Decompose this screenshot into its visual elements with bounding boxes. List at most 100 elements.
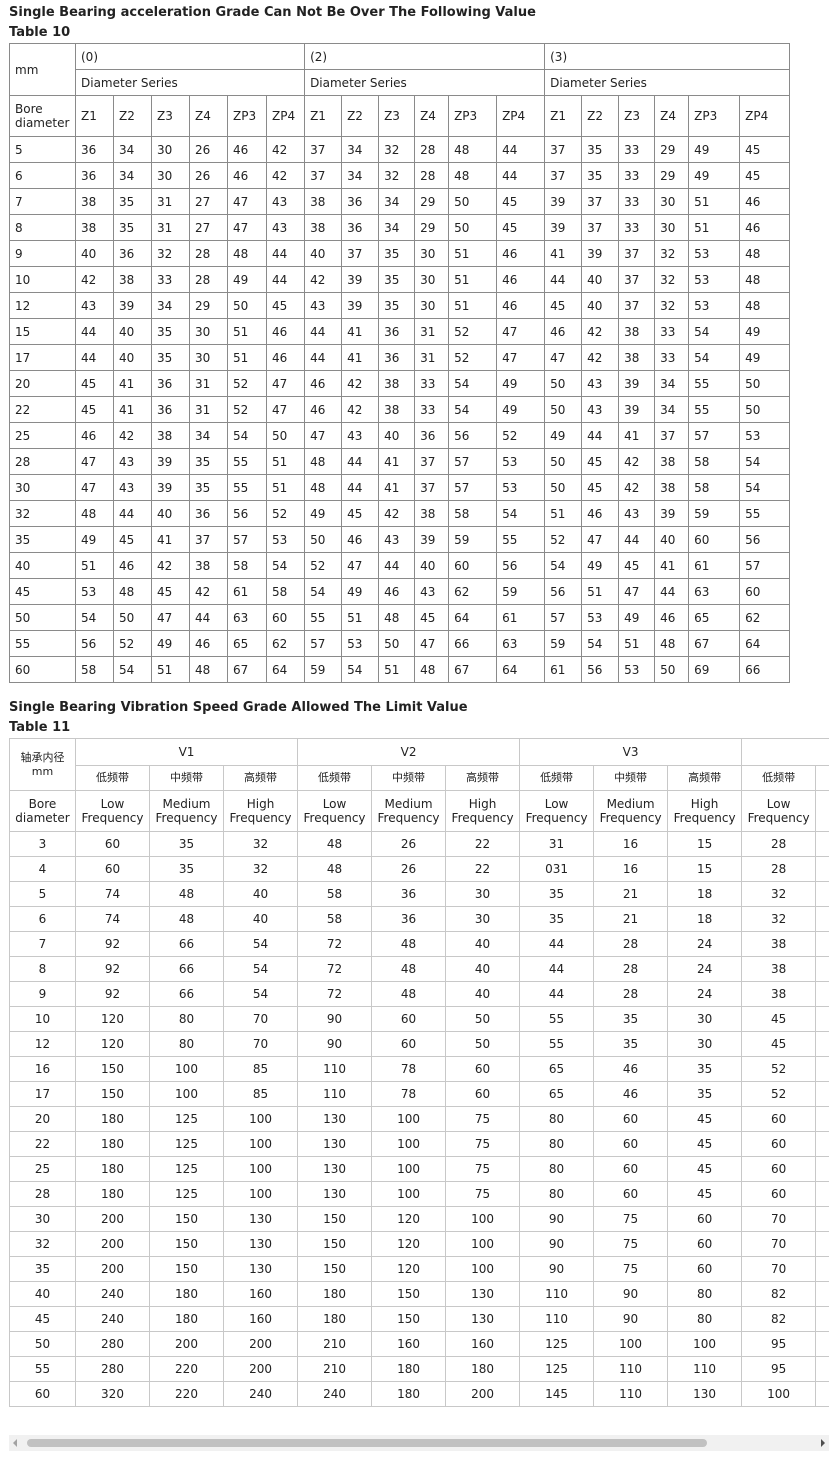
table-cell: 35 [519, 906, 595, 932]
table-cell: 66 [149, 981, 224, 1007]
table-cell: 53 [496, 474, 546, 501]
table-cell: 21 [593, 906, 669, 932]
table-cell: 43 [378, 526, 416, 553]
table-cell: 25 [9, 422, 76, 449]
table-cell [815, 1306, 829, 1332]
table-cell: 32 [741, 881, 817, 907]
table-cell: 56 [227, 500, 267, 527]
table-cell: 38 [741, 931, 817, 957]
table-cell: 53 [618, 656, 656, 683]
table-cell: 20 [9, 1106, 76, 1132]
table-cell: 42 [378, 500, 416, 527]
table-cell: 26 [189, 162, 228, 189]
table-cell: 41 [113, 396, 152, 423]
table-cell: 210 [297, 1331, 373, 1357]
table-cell: 41 [654, 552, 690, 579]
header-cell: Z3 [151, 95, 190, 137]
table-cell: 220 [149, 1381, 224, 1407]
table-cell: 46 [113, 552, 152, 579]
table-cell: 51 [227, 344, 267, 371]
table-cell: 44 [378, 552, 416, 579]
table-cell: 50 [544, 370, 583, 397]
table-cell: 35 [113, 214, 152, 241]
table-cell: 38 [189, 552, 228, 579]
table-cell: 35 [149, 831, 224, 857]
header-cell: 低频带 [519, 765, 595, 791]
table-cell: 7 [9, 188, 76, 215]
table-row: 9 92 66 54 72 48 40 44 28 24 38 [9, 981, 829, 1007]
header-cell: ZP4 [265, 95, 306, 137]
header-cell: Low Frequency [75, 790, 150, 832]
table-cell: 48 [149, 906, 224, 932]
table-cell: 28 [9, 448, 76, 475]
table-cell: 95 [741, 1356, 817, 1382]
page: Single Bearing acceleration Grade Can No… [0, 3, 835, 1458]
table-row: 10 42 38 33 28 49 44 42 39 35 30 51 46 44 40 37 32 53 48 [9, 266, 791, 293]
table-row: 4 60 35 32 48 26 22 031 16 15 28 [9, 856, 829, 882]
table-cell: 37 [654, 422, 690, 449]
table-cell: 8 [9, 214, 76, 241]
table-cell: 52 [304, 552, 343, 579]
table-cell: 56 [739, 526, 791, 553]
table-cell: 43 [304, 292, 343, 319]
scroll-container[interactable]: 轴承内径 mm V1 V2 V3 低频带 中频带 高频带 低频带 中频带 高频带 低频带 中频带… [9, 738, 829, 1407]
table-cell: 29 [414, 214, 450, 241]
table-cell: 130 [222, 1256, 299, 1282]
table-cell: 150 [371, 1281, 447, 1307]
header-cell: 低频带 [75, 765, 150, 791]
table-cell: 100 [445, 1256, 521, 1282]
table-cell: 34 [654, 396, 690, 423]
table-cell: 26 [371, 831, 447, 857]
table-cell: 36 [378, 344, 416, 371]
table-cell: 41 [618, 422, 656, 449]
table-cell: 125 [149, 1106, 224, 1132]
table-cell: 70 [222, 1006, 299, 1032]
table-cell: 64 [496, 656, 546, 683]
table-cell: 41 [378, 448, 416, 475]
table-cell: 44 [265, 266, 306, 293]
header-cell: Z4 [654, 95, 690, 137]
scrollbar[interactable] [9, 1435, 829, 1451]
table-cell: 67 [448, 656, 498, 683]
table-cell: 39 [654, 500, 690, 527]
table-cell: 54 [448, 370, 498, 397]
table-cell: 90 [297, 1006, 373, 1032]
table-cell: 50 [445, 1006, 521, 1032]
header-cell: Medium Frequency [593, 790, 669, 832]
table-cell: 100 [149, 1081, 224, 1107]
table-row: 60 320 220 240 240 180 200 145 110 130 100 [9, 1381, 829, 1407]
table-cell: 28 [593, 956, 669, 982]
table-cell: 40 [445, 956, 521, 982]
table-cell [815, 1281, 829, 1307]
table-cell: 42 [113, 422, 152, 449]
table-cell [815, 1081, 829, 1107]
table-cell: 51 [75, 552, 114, 579]
table-cell: 130 [297, 1106, 373, 1132]
header-cell: ZP4 [739, 95, 791, 137]
table-row: 22 45 41 36 31 52 47 46 42 38 33 54 49 50 43 39 34 55 50 [9, 396, 791, 423]
table-cell: 85 [222, 1081, 299, 1107]
table-cell: 30 [414, 240, 450, 267]
section-title: Single Bearing Vibration Speed Grade All… [9, 700, 468, 715]
table-cell: 47 [496, 344, 546, 371]
table-cell: 64 [265, 656, 306, 683]
table-row: 40 240 180 160 180 150 130 110 90 80 82 [9, 1281, 829, 1307]
table-cell: 031 [519, 856, 595, 882]
table-cell: 280 [75, 1331, 150, 1357]
table-cell: 59 [496, 578, 546, 605]
table-cell: 30 [189, 318, 228, 345]
table-cell: 43 [265, 214, 306, 241]
table-cell: 100 [371, 1131, 447, 1157]
table-cell: 57 [688, 422, 741, 449]
table-cell: 60 [448, 552, 498, 579]
table-cell: 58 [448, 500, 498, 527]
table-cell: 48 [297, 831, 373, 857]
header-cell: Diameter Series [74, 69, 306, 96]
table-cell: 39 [618, 396, 656, 423]
header-cell: Z2 [341, 95, 380, 137]
table-cell: 53 [688, 292, 741, 319]
table-cell: 52 [448, 318, 498, 345]
table-row: 50 54 50 47 44 63 60 55 51 48 45 64 61 57 53 49 46 65 62 [9, 604, 791, 631]
table-cell: 29 [654, 136, 690, 163]
table-cell: 51 [265, 448, 306, 475]
